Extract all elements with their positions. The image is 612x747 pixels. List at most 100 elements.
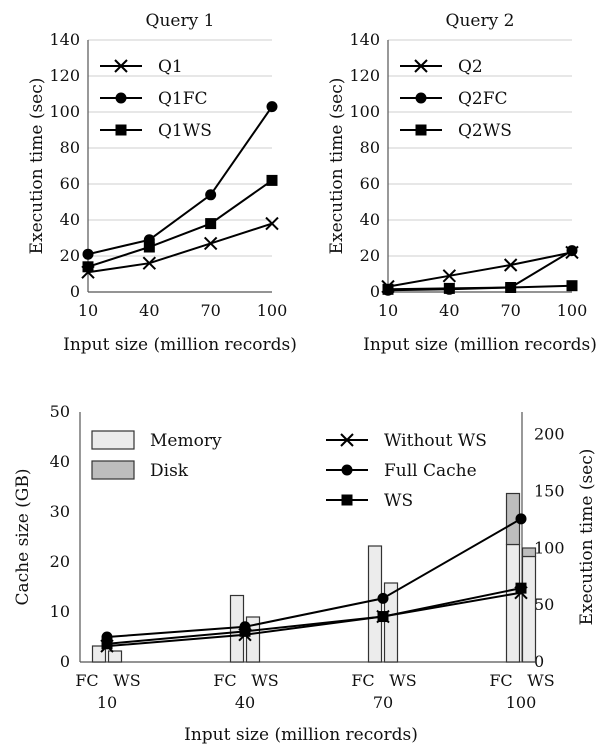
chart2-legend-label: Q2WS bbox=[458, 121, 512, 141]
chart3-bar-label-ws: WS bbox=[113, 671, 140, 690]
chart3-category-label: 100 bbox=[506, 693, 537, 712]
chart3-legend-swatch-0 bbox=[91, 430, 135, 450]
chart3-legend-label: Without WS bbox=[384, 431, 487, 451]
chart3-bar-memory-ws-3 bbox=[521, 555, 537, 663]
chart2-title: Query 2 bbox=[446, 11, 515, 31]
chart3-series-1-point-2 bbox=[377, 592, 389, 604]
chart3-bar-label-ws: WS bbox=[527, 671, 554, 690]
chart2-ytick-label: 0 bbox=[370, 282, 380, 301]
chart2-series-1-point-3 bbox=[566, 245, 578, 257]
chart3-bar-memory-ws-0 bbox=[107, 650, 123, 663]
chart3-bar-label-ws: WS bbox=[251, 671, 278, 690]
chart3-bar-label-ws: WS bbox=[389, 671, 416, 690]
chart1-series-2-point-0 bbox=[82, 261, 94, 273]
chart1-xtick-label: 70 bbox=[200, 301, 220, 320]
chart2-legend-label: Q2FC bbox=[458, 89, 508, 109]
chart2-xtick-label: 40 bbox=[439, 301, 459, 320]
chart3-legend-label: WS bbox=[384, 491, 413, 511]
chart1-x-axis-label: Input size (million records) bbox=[63, 335, 297, 355]
chart2-series-0-point-1 bbox=[442, 269, 457, 283]
chart1-legend-label: Q1 bbox=[158, 57, 183, 77]
chart1-ytick-label: 20 bbox=[60, 246, 80, 265]
chart3-bar-label-fc: FC bbox=[489, 671, 512, 690]
chart1-series-1-point-0 bbox=[82, 248, 94, 260]
chart1-legend-label: Q1FC bbox=[158, 89, 208, 109]
chart2-ytick-label: 40 bbox=[360, 210, 380, 229]
chart3-bar-memory-fc-2 bbox=[367, 545, 383, 663]
chart1-series-1-point-2 bbox=[205, 189, 217, 201]
chart3-bar-label-fc: FC bbox=[351, 671, 374, 690]
chart1-series-2-point-2 bbox=[205, 218, 217, 230]
chart3-category-label: 70 bbox=[373, 693, 393, 712]
chart2-xtick-label: 70 bbox=[500, 301, 520, 320]
chart3-legend-marker-1 bbox=[341, 464, 353, 476]
chart1-series-0-point-1-stroke-b bbox=[142, 256, 157, 270]
chart3-series-2-point-1 bbox=[239, 625, 251, 637]
chart3-ytick-label-left: 10 bbox=[50, 602, 70, 621]
chart3-ytick-label-left: 40 bbox=[50, 452, 70, 471]
chart2-series-0-line bbox=[387, 251, 573, 288]
chart3-legend-label: Disk bbox=[150, 461, 189, 481]
chart2-legend-marker-2 bbox=[415, 124, 427, 136]
chart1-series-0-point-2-stroke-b bbox=[203, 236, 218, 251]
chart3-ytick-label-right: 0 bbox=[534, 652, 544, 671]
chart3-legend-label: Full Cache bbox=[384, 461, 477, 481]
chart3-x-axis-label: Input size (million records) bbox=[184, 725, 418, 745]
chart1-series-0-point-2 bbox=[203, 236, 218, 251]
chart2-series-2-point-0 bbox=[382, 283, 394, 295]
chart1-ytick-label: 120 bbox=[49, 66, 80, 85]
chart3-series-1-line bbox=[106, 517, 522, 638]
chart1-series-1-line bbox=[87, 106, 273, 256]
chart2-series-2-point-2 bbox=[505, 282, 517, 293]
chart3-series-2-point-3 bbox=[515, 582, 527, 594]
chart3-bar-label-fc: FC bbox=[75, 671, 98, 690]
chart3-category-label: 40 bbox=[235, 693, 255, 712]
chart3-legend-marker-0 bbox=[340, 433, 354, 447]
chart2-legend-marker-0-stroke-b bbox=[414, 59, 428, 73]
chart3-y-axis-label-left: Cache size (GB) bbox=[13, 469, 33, 606]
chart3-legend-swatch-1 bbox=[91, 460, 135, 480]
chart1-series-0-line bbox=[87, 222, 273, 274]
chart2-series-0-point-2 bbox=[503, 258, 518, 272]
chart3-series-0-line bbox=[106, 591, 522, 648]
chart3-series-2-line bbox=[106, 587, 522, 645]
chart2-y-axis-label: Execution time (sec) bbox=[327, 78, 347, 255]
chart1-y-axis-label: Execution time (sec) bbox=[27, 78, 47, 255]
chart2-xtick-label: 100 bbox=[557, 301, 588, 320]
chart2-ytick-label: 60 bbox=[360, 174, 380, 193]
chart2-ytick-label: 140 bbox=[349, 30, 380, 49]
chart2-series-0-point-1-stroke-b bbox=[442, 269, 457, 283]
chart2-series-2-point-1 bbox=[443, 282, 455, 294]
chart2-legend-marker-0 bbox=[414, 59, 428, 73]
chart3-ytick-label-left: 0 bbox=[60, 652, 70, 671]
chart1-ytick-label: 100 bbox=[49, 102, 80, 121]
chart1-xtick-label: 100 bbox=[257, 301, 288, 320]
chart2-ytick-label: 20 bbox=[360, 246, 380, 265]
chart1-xtick-label: 10 bbox=[78, 301, 98, 320]
chart3-bar-disk-ws-3 bbox=[521, 547, 537, 558]
chart1-legend-marker-2 bbox=[115, 124, 127, 136]
chart1-ytick-label: 80 bbox=[60, 138, 80, 157]
chart1-legend-marker-0 bbox=[114, 59, 128, 73]
chart1-legend-marker-1 bbox=[115, 92, 127, 104]
chart3-ytick-label-right: 100 bbox=[534, 538, 565, 557]
chart1-ytick-label: 60 bbox=[60, 174, 80, 193]
chart3-series-1-point-3 bbox=[515, 513, 527, 525]
chart2-ytick-label: 80 bbox=[360, 138, 380, 157]
chart2-legend-marker-1 bbox=[415, 92, 427, 104]
chart2-legend-label: Q2 bbox=[458, 57, 483, 77]
chart3-legend-marker-0-stroke-b bbox=[340, 433, 354, 447]
chart1-title: Query 1 bbox=[146, 11, 215, 31]
chart3-bar-label-fc: FC bbox=[213, 671, 236, 690]
chart1-series-0-point-3 bbox=[265, 216, 279, 231]
chart2-xtick-label: 10 bbox=[378, 301, 398, 320]
chart1-series-0-point-3-stroke-b bbox=[265, 216, 279, 231]
chart3-ytick-label-right: 150 bbox=[534, 482, 565, 501]
chart3-ytick-label-left: 30 bbox=[50, 502, 70, 521]
chart3-category-label: 10 bbox=[97, 693, 117, 712]
chart2-x-axis-label: Input size (million records) bbox=[363, 335, 597, 355]
chart1-series-2-point-3 bbox=[266, 174, 278, 186]
chart2-ytick-label: 120 bbox=[349, 66, 380, 85]
chart3-series-2-point-2 bbox=[377, 611, 389, 623]
